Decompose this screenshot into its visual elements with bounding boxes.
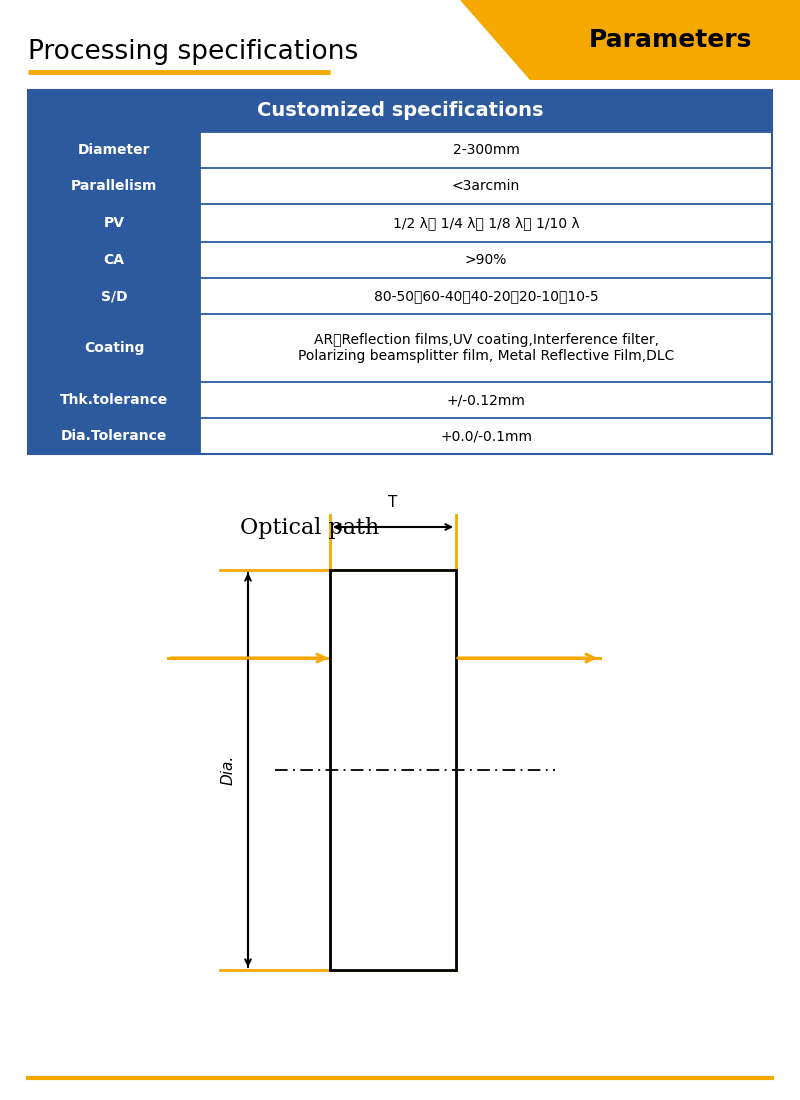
- Bar: [28, 278, 200, 314]
- Bar: [200, 132, 772, 168]
- Text: +0.0/-0.1mm: +0.0/-0.1mm: [440, 429, 532, 443]
- Text: >90%: >90%: [465, 253, 507, 267]
- Bar: [28, 132, 200, 168]
- Text: Dia.Tolerance: Dia.Tolerance: [61, 429, 167, 443]
- Text: Parallelism: Parallelism: [71, 179, 157, 192]
- Bar: [200, 168, 772, 204]
- Text: CA: CA: [103, 253, 125, 267]
- Text: Customized specifications: Customized specifications: [257, 101, 543, 121]
- Bar: [28, 168, 200, 204]
- Text: PV: PV: [103, 216, 125, 230]
- Polygon shape: [460, 0, 800, 80]
- Text: AR、Reflection films,UV coating,Interference filter,
Polarizing beamsplitter film: AR、Reflection films,UV coating,Interfere…: [298, 333, 674, 363]
- Text: Thk.tolerance: Thk.tolerance: [60, 393, 168, 407]
- Text: Processing specifications: Processing specifications: [28, 39, 358, 65]
- Text: <3arcmin: <3arcmin: [452, 179, 520, 192]
- Bar: [28, 314, 200, 382]
- Text: T: T: [388, 495, 398, 510]
- Bar: [28, 418, 200, 454]
- Bar: [200, 278, 772, 314]
- Text: 1/2 λ、 1/4 λ、 1/8 λ、 1/10 λ: 1/2 λ、 1/4 λ、 1/8 λ、 1/10 λ: [393, 216, 579, 230]
- Bar: [28, 90, 772, 454]
- Bar: [28, 382, 200, 418]
- Text: Coating: Coating: [84, 341, 144, 355]
- Bar: [200, 242, 772, 278]
- Bar: [28, 90, 772, 132]
- Bar: [200, 204, 772, 242]
- Bar: [330, 570, 456, 970]
- Bar: [28, 242, 200, 278]
- Bar: [200, 314, 772, 382]
- Text: Diameter: Diameter: [78, 143, 150, 157]
- Text: S/D: S/D: [101, 289, 127, 302]
- Bar: [200, 418, 772, 454]
- Text: Parameters: Parameters: [588, 28, 752, 52]
- Text: 80-50、60-40、40-20、20-10、10-5: 80-50、60-40、40-20、20-10、10-5: [374, 289, 598, 302]
- Text: 2-300mm: 2-300mm: [453, 143, 519, 157]
- Text: +/-0.12mm: +/-0.12mm: [446, 393, 526, 407]
- Text: Dia.: Dia.: [221, 755, 235, 785]
- Bar: [28, 204, 200, 242]
- Bar: [200, 382, 772, 418]
- Text: Optical path: Optical path: [240, 517, 380, 539]
